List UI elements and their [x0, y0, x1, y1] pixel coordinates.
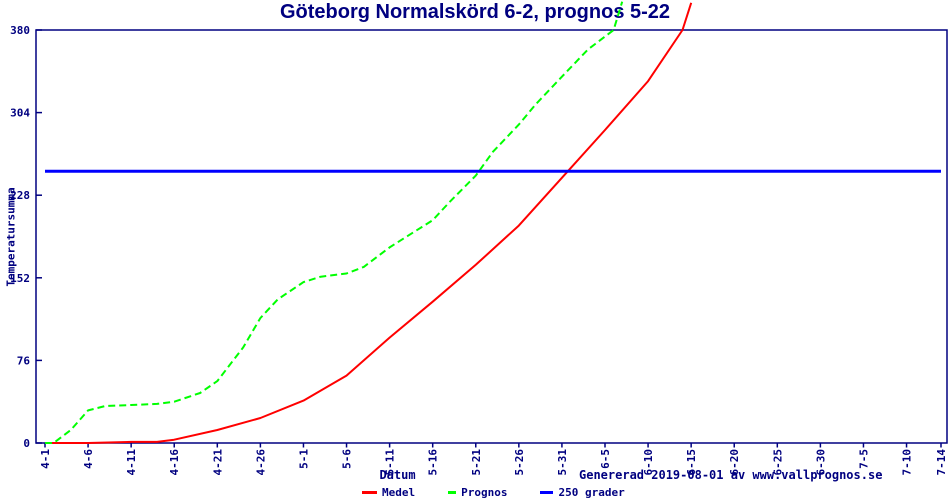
x-tick-label: 4-1 — [39, 449, 52, 469]
x-tick-label: 7-14 — [935, 449, 948, 476]
legend-label-prognos: Prognos — [461, 485, 508, 499]
chart-title: Göteborg Normalskörd 6-2, prognos 5-22 — [279, 1, 671, 23]
x-tick-label: 4-11 — [125, 449, 138, 476]
y-tick-label: 0 — [23, 437, 30, 450]
plot-border — [35, 29, 948, 444]
y-tick-label: 304 — [10, 107, 30, 120]
x-tick-label: 4-16 — [168, 449, 181, 476]
generated-footer: Genererad 2019-08-01 av www.vallprognos.… — [579, 468, 883, 482]
y-tick-label: 76 — [17, 354, 31, 367]
series-line-prognos — [45, 1, 624, 444]
legend-label-250-grader: 250 grader — [558, 485, 625, 499]
legend-item-medel: Medel — [362, 486, 415, 499]
medel-line-sample-icon — [362, 490, 377, 494]
x-tick-label: 4-21 — [211, 449, 224, 476]
legend: Medel Prognos 250 grader — [362, 485, 625, 499]
250-grader-line-sample-icon — [540, 490, 554, 494]
x-tick-label: 5-21 — [470, 449, 483, 476]
legend-label-medel: Medel — [382, 485, 416, 499]
prognos-line-sample-icon — [448, 490, 457, 494]
legend-item-prognos: Prognos — [448, 486, 507, 499]
x-tick-label: 5-1 — [297, 449, 310, 469]
x-tick-label: 5-6 — [341, 449, 354, 469]
x-tick-label: 5-31 — [556, 449, 569, 476]
x-tick-label: 4-26 — [254, 449, 267, 476]
y-tick-label: 380 — [10, 24, 30, 37]
x-tick-label: 7-10 — [901, 449, 914, 476]
y-axis-title: Temperatursumma — [4, 187, 18, 287]
x-tick-label: 6-5 — [599, 449, 612, 469]
x-tick-label: 7-5 — [857, 449, 870, 469]
x-tick-label: 4-6 — [82, 449, 95, 469]
x-axis-title: Datum — [379, 468, 416, 482]
legend-item-250-grader: 250 grader — [540, 485, 625, 499]
series-line-medel — [45, 2, 693, 444]
x-tick-label: 5-26 — [513, 449, 526, 476]
